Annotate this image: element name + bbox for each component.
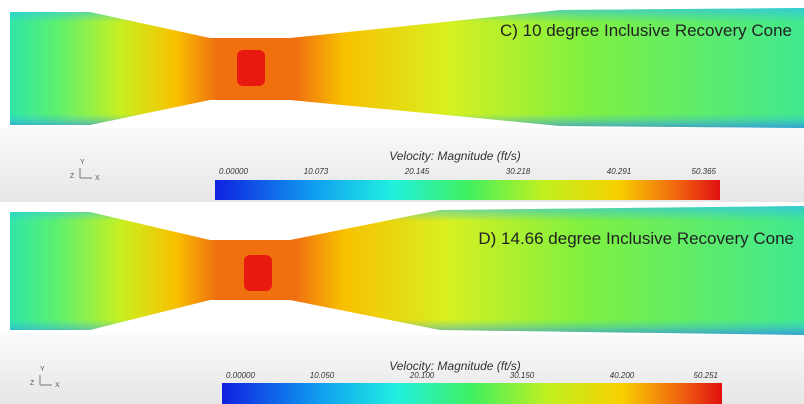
colorbar-label: 30.218: [506, 167, 531, 176]
panel-title: C) 10 degree Inclusive Recovery Cone: [500, 21, 792, 40]
triad-label: X: [55, 382, 60, 389]
colorbar-label: 50.365: [692, 167, 717, 176]
colorbar-label: 20.100: [409, 371, 435, 380]
colorbar-title: Velocity: Magnitude (ft/s): [389, 359, 521, 373]
colorbar-title: Velocity: Magnitude (ft/s): [389, 149, 521, 163]
axis-triad: Y Z X: [30, 366, 60, 389]
colorbar: [215, 180, 720, 200]
triad-label: Y: [80, 159, 85, 166]
panel: C) 10 degree Inclusive Recovery Cone Y Z…: [0, 8, 804, 202]
colorbar-label: 20.145: [404, 167, 430, 176]
colorbar-label: 40.291: [607, 167, 631, 176]
triad-label: Z: [30, 380, 35, 387]
colorbar-label: 0.00000: [219, 167, 248, 176]
colorbar-label: 0.00000: [226, 371, 255, 380]
flow-field: [10, 8, 804, 128]
colorbar-label: 40.200: [610, 371, 635, 380]
colorbar: [222, 383, 722, 404]
colorbar-label: 50.251: [694, 371, 718, 380]
colorbar-label: 30.150: [510, 371, 535, 380]
triad-label: Z: [70, 173, 75, 180]
colorbar-label: 10.073: [304, 167, 329, 176]
triad-label: X: [95, 175, 100, 182]
panel-title: D) 14.66 degree Inclusive Recovery Cone: [478, 229, 794, 248]
triad-label: Y: [40, 366, 45, 373]
flow-field: [10, 206, 804, 335]
colorbar-label: 10.050: [310, 371, 335, 380]
panel: D) 14.66 degree Inclusive Recovery Cone …: [0, 206, 804, 404]
axis-triad: Y Z X: [70, 159, 100, 182]
